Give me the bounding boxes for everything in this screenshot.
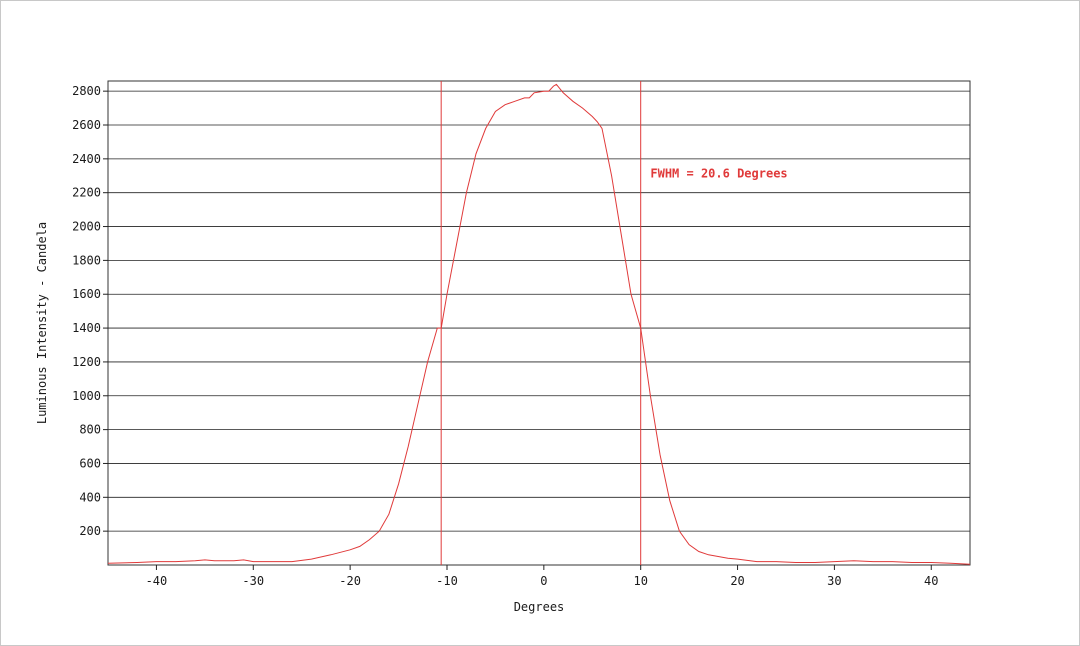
y-tick-label: 1000	[72, 389, 101, 403]
fwhm-annotation: FWHM = 20.6 Degrees	[650, 166, 787, 180]
y-tick-label: 800	[79, 423, 101, 437]
y-tick-label: 2000	[72, 220, 101, 234]
y-tick-label: 200	[79, 524, 101, 538]
x-axis-title: Degrees	[514, 600, 565, 614]
x-tick-label: 40	[924, 574, 938, 588]
fwhm-markers	[440, 81, 642, 565]
x-tick-label: -10	[436, 574, 458, 588]
x-tick-label: 0	[540, 574, 547, 588]
y-tick-label: 1200	[72, 355, 101, 369]
plot-area	[107, 80, 971, 566]
x-tick-label: -40	[146, 574, 168, 588]
y-axis-title: Luminous Intensity - Candela	[35, 222, 49, 424]
x-tick-label: -20	[339, 574, 361, 588]
y-tick-label: 1400	[72, 321, 101, 335]
x-axis-ticks: -40 -30 -20 -10 0 10 20 30 40	[146, 565, 938, 588]
x-tick-label: 30	[827, 574, 841, 588]
intensity-curve	[107, 83, 971, 565]
y-tick-label: 2600	[72, 118, 101, 132]
y-tick-label: 2200	[72, 186, 101, 200]
y-tick-label: 2800	[72, 84, 101, 98]
x-tick-label: 20	[730, 574, 744, 588]
y-tick-label: 1600	[72, 287, 101, 301]
y-tick-label: 400	[79, 490, 101, 504]
x-tick-label: -30	[242, 574, 264, 588]
y-tick-label: 1800	[72, 253, 101, 267]
y-tick-label: 600	[79, 456, 101, 470]
horizontal-gridlines	[108, 90, 970, 532]
y-axis-ticks: 200 400 600 800 1000 1200 1400 1600 1800 2000 2200…	[72, 84, 108, 538]
x-tick-label: 10	[633, 574, 647, 588]
y-tick-label: 2400	[72, 152, 101, 166]
